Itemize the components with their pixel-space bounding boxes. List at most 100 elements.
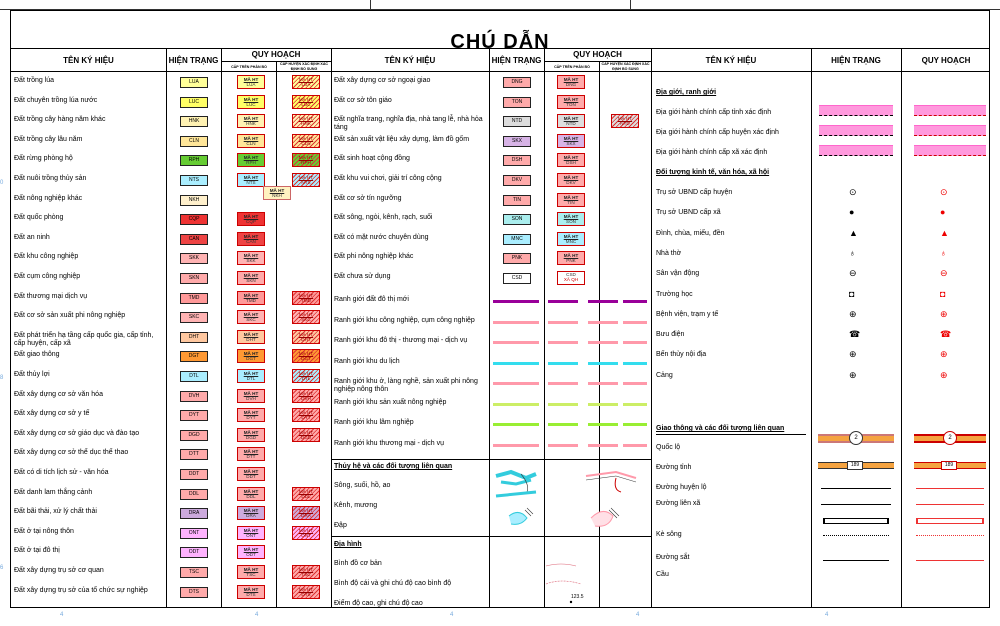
plan-land-code: DVH [246, 395, 256, 401]
current-boundary-line [493, 341, 539, 344]
plan-land-code: HNK [301, 121, 311, 127]
plan-code-label: MÃ HT [298, 390, 314, 396]
planned-admin-boundary [914, 105, 986, 116]
planned-boundary-line [623, 361, 647, 365]
margin-number: 4 [825, 612, 829, 618]
planned-district-swatch: MÃ HT NTD [611, 114, 639, 129]
current-object-icon: ⊖ [849, 268, 857, 279]
land-type-label: Đất nghĩa trang, nghĩa địa, nhà tang lễ,… [334, 116, 483, 132]
hydro-label: Kênh, mương [334, 502, 378, 509]
planned-upper-swatch: MÃ HT SKC [237, 310, 265, 325]
current-swatch: DDT [180, 469, 208, 480]
sep [599, 61, 600, 607]
col2-plan-header: QUY HOẠCH [573, 50, 622, 59]
planned-district-swatch: MÃ HT DGT [292, 349, 320, 364]
plan-code-label: MÃ HT [298, 567, 314, 572]
current-embankment [823, 518, 889, 524]
sep [901, 48, 902, 607]
sep [276, 61, 277, 607]
plan-code-label: MÃ HT [298, 175, 314, 180]
current-swatch: TIN [503, 194, 531, 206]
land-type-label: Đất xây dựng cơ sở văn hóa [14, 390, 103, 398]
plan-code-label: MÃ HT [298, 116, 314, 122]
margin-number: 8 [0, 375, 4, 381]
current-swatch: SON [503, 214, 531, 226]
planned-upper-swatch: MÃ HT NTD [557, 114, 585, 129]
planned-upper-swatch: MÃ HT DVH [237, 388, 265, 403]
provincial-road-number: 189 [941, 461, 957, 470]
plan-land-code: LUA [301, 82, 311, 87]
current-boundary-line [493, 423, 539, 426]
plan-code-label: MÃ HT [243, 567, 259, 572]
planned-upper-swatch: MÃ HT SKX [557, 133, 585, 148]
plan-code-label: MÃ HT [243, 135, 259, 141]
planned-upper-swatch: CSD XÃ QH [557, 271, 585, 285]
plan-land-code: DDL [246, 493, 256, 499]
plan-code-label: MÃ HT [298, 586, 314, 592]
land-type-label: Đất xây dựng trụ sở cơ quan [14, 567, 104, 574]
plan-code-label: MÃ HT [243, 586, 259, 592]
plan-land-code: RPH [301, 160, 311, 166]
plan-code-label: MÃ HT [298, 410, 314, 416]
current-swatch: DGT [180, 351, 208, 363]
planned-district-swatch: MÃ HT SKC [292, 310, 320, 325]
planned-boundary-line [588, 382, 618, 385]
plan-code-label: MÃ HT [563, 194, 579, 200]
planned-district-swatch: MÃ HT LUC [292, 94, 320, 109]
planned-district-swatch: MÃ HT TSC [292, 565, 320, 579]
plan-land-code: NTS [246, 180, 256, 185]
planned-boundary-line [548, 402, 578, 406]
plan-land-code: DVH [301, 395, 311, 401]
plan-land-code: XÃ QH [563, 277, 579, 282]
plan-code-label: MÃ HT [243, 508, 259, 514]
plan-code-label: MÃ HT [243, 449, 259, 455]
col1-plan-sub2: CẤP HUYỆN XÁC ĐỊNH XÁC ĐỊNH BỔ SUNG [279, 62, 329, 71]
transport-label: Đường sắt [656, 554, 690, 561]
boundary-label: Ranh giới khu du lịch [334, 357, 400, 365]
col2-plan-sub1: CẤP TRÊN PHÂN BỔ [554, 65, 590, 69]
planned-boundary-line [548, 320, 578, 324]
plan-code-label: MÃ HT [298, 488, 314, 494]
current-swatch: PNK [503, 253, 531, 265]
plan-land-code: TMD [301, 297, 311, 303]
plan-land-code: SKX [566, 140, 576, 146]
provincial-road-number: 189 [847, 461, 863, 470]
plan-code-label: MÃ HT [243, 292, 259, 298]
planned-upper-swatch: MÃ HT PNK [557, 251, 585, 266]
plan-code-label: MÃ HT [243, 253, 259, 259]
current-railway [823, 560, 889, 561]
plan-code-label: MÃ HT [243, 116, 259, 122]
current-commune-road [821, 504, 891, 505]
object-label: Bến thủy nội địa [656, 351, 707, 359]
plan-land-code: DTL [246, 376, 256, 381]
col2-plan-sub2: CẤP HUYỆN XÁC ĐỊNH XÁC ĐỊNH BỔ SUNG [601, 62, 650, 71]
current-swatch: DKV [503, 175, 531, 186]
land-type-label: Đất xây dựng cơ sở giáo dục và đào tạo [14, 429, 140, 437]
plan-code-label: MÃ HT [243, 214, 259, 220]
plan-code-label: MÃ HT [563, 253, 579, 259]
plan-land-code: DTS [301, 591, 311, 597]
planned-district-swatch: MÃ HT DDL [292, 486, 320, 501]
planned-upper-swatch: MÃ HT DNG [557, 75, 585, 89]
plan-code-label: MÃ HT [563, 233, 579, 239]
plan-code-label: MÃ HT [298, 155, 314, 161]
current-admin-boundary [819, 125, 893, 136]
sep [544, 61, 651, 62]
plan-code-label: MÃ HT [563, 116, 579, 122]
planned-upper-swatch: MÃ HT SON [557, 212, 585, 227]
planned-boundary-line [623, 443, 647, 447]
plan-code-label: MÃ HT [298, 527, 314, 533]
plan-land-code: HNK [246, 121, 256, 127]
planned-upper-swatch: MÃ HT DYT [237, 408, 265, 423]
land-type-label: Đất sinh hoạt cộng đồng [334, 155, 410, 163]
planned-upper-swatch: MÃ HT LUA [237, 75, 265, 89]
planned-district-swatch: MÃ HT DVH [292, 388, 320, 403]
transport-label: Cầu [656, 571, 669, 578]
planned-object-icon: ● [940, 207, 946, 218]
plan-land-code: TON [566, 101, 576, 107]
planned-nkh-swatch: MÃ HT NKH [263, 185, 291, 200]
plan-code-label: MÃ HT [298, 292, 314, 298]
land-type-label: Đất phát triển hạ tầng cấp quốc gia, cấp… [14, 331, 154, 347]
planned-district-swatch: MÃ HT RPH [292, 153, 320, 168]
current-object-icon: ⊕ [849, 349, 857, 360]
